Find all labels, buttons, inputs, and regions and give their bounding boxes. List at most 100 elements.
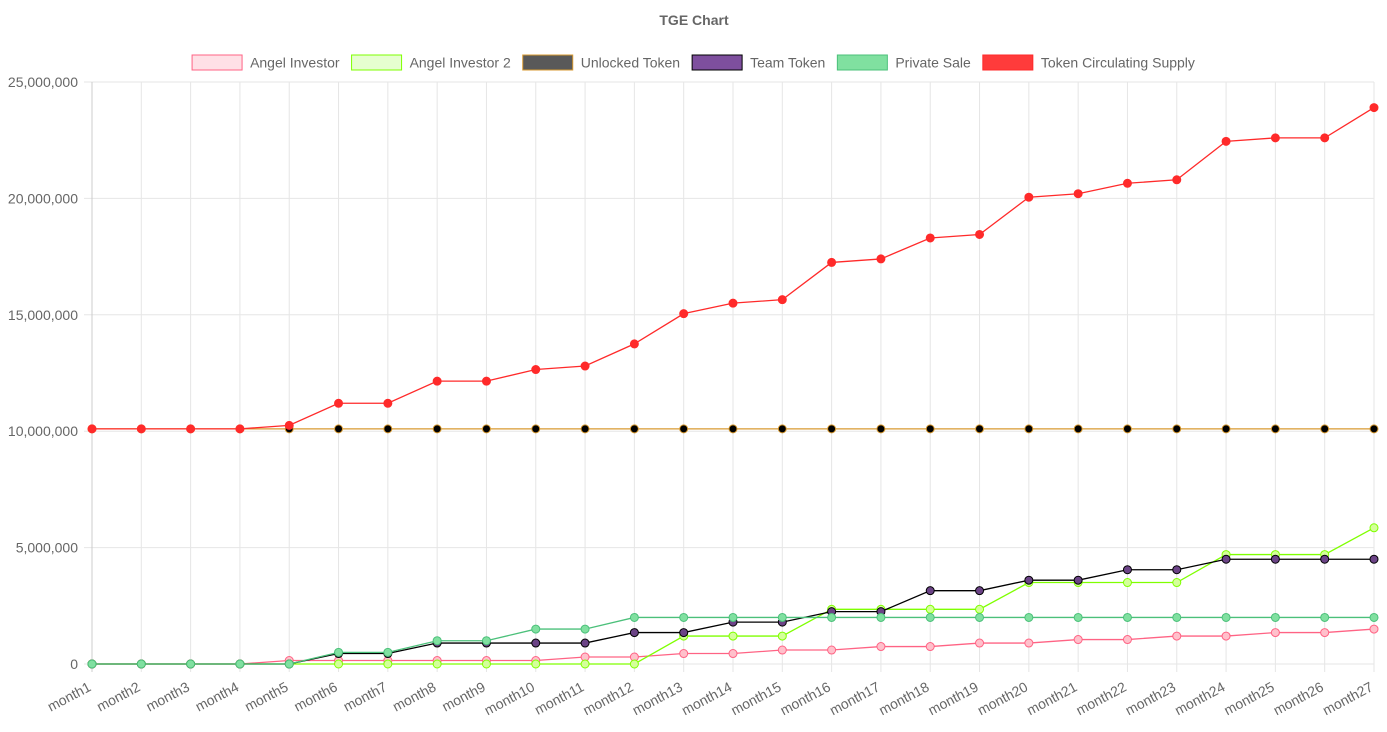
data-point[interactable]: [629, 339, 639, 349]
data-point[interactable]: [383, 424, 393, 434]
data-point[interactable]: [1320, 554, 1330, 564]
data-point[interactable]: [284, 659, 294, 669]
data-point[interactable]: [975, 424, 985, 434]
legend-item[interactable]: Token Circulating Supply: [982, 54, 1195, 71]
data-point[interactable]: [1221, 612, 1231, 622]
legend-item[interactable]: Unlocked Token: [522, 54, 680, 71]
data-point[interactable]: [334, 659, 344, 669]
data-point[interactable]: [1320, 133, 1330, 143]
data-point[interactable]: [531, 659, 541, 669]
data-point[interactable]: [334, 647, 344, 657]
data-point[interactable]: [284, 420, 294, 430]
data-point[interactable]: [580, 361, 590, 371]
data-point[interactable]: [925, 604, 935, 614]
data-point[interactable]: [1320, 628, 1330, 638]
data-point[interactable]: [1172, 175, 1182, 185]
data-point[interactable]: [1172, 565, 1182, 575]
data-point[interactable]: [629, 628, 639, 638]
data-point[interactable]: [629, 424, 639, 434]
data-point[interactable]: [629, 659, 639, 669]
data-point[interactable]: [1024, 575, 1034, 585]
data-point[interactable]: [1270, 424, 1280, 434]
data-point[interactable]: [334, 398, 344, 408]
data-point[interactable]: [481, 376, 491, 386]
data-point[interactable]: [1073, 189, 1083, 199]
data-point[interactable]: [580, 638, 590, 648]
data-point[interactable]: [876, 612, 886, 622]
data-point[interactable]: [1073, 612, 1083, 622]
data-point[interactable]: [432, 376, 442, 386]
data-point[interactable]: [1270, 133, 1280, 143]
data-point[interactable]: [876, 424, 886, 434]
data-point[interactable]: [679, 309, 689, 319]
data-point[interactable]: [580, 659, 590, 669]
data-point[interactable]: [1172, 631, 1182, 641]
legend-item[interactable]: Private Sale: [836, 54, 971, 71]
data-point[interactable]: [531, 365, 541, 375]
data-point[interactable]: [1320, 424, 1330, 434]
data-point[interactable]: [1369, 612, 1379, 622]
data-point[interactable]: [432, 636, 442, 646]
data-point[interactable]: [1122, 424, 1132, 434]
data-point[interactable]: [1122, 635, 1132, 645]
data-point[interactable]: [334, 424, 344, 434]
data-point[interactable]: [1221, 136, 1231, 146]
data-point[interactable]: [925, 586, 935, 596]
data-point[interactable]: [1024, 612, 1034, 622]
data-point[interactable]: [87, 659, 97, 669]
data-point[interactable]: [1122, 565, 1132, 575]
data-point[interactable]: [87, 424, 97, 434]
data-point[interactable]: [1320, 612, 1330, 622]
data-point[interactable]: [531, 638, 541, 648]
data-point[interactable]: [1369, 554, 1379, 564]
data-point[interactable]: [1073, 575, 1083, 585]
data-point[interactable]: [1122, 178, 1132, 188]
data-point[interactable]: [1369, 523, 1379, 533]
data-point[interactable]: [1122, 612, 1132, 622]
legend-item[interactable]: Angel Investor 2: [351, 54, 511, 71]
data-point[interactable]: [975, 638, 985, 648]
data-point[interactable]: [777, 612, 787, 622]
data-point[interactable]: [777, 645, 787, 655]
data-point[interactable]: [1172, 612, 1182, 622]
data-point[interactable]: [383, 659, 393, 669]
data-point[interactable]: [1369, 624, 1379, 634]
legend-item[interactable]: Team Token: [691, 54, 825, 71]
data-point[interactable]: [728, 631, 738, 641]
data-point[interactable]: [1024, 192, 1034, 202]
data-point[interactable]: [1172, 424, 1182, 434]
data-point[interactable]: [876, 254, 886, 264]
data-point[interactable]: [925, 642, 935, 652]
data-point[interactable]: [1270, 612, 1280, 622]
data-point[interactable]: [728, 649, 738, 659]
data-point[interactable]: [925, 233, 935, 243]
data-point[interactable]: [679, 612, 689, 622]
data-point[interactable]: [1073, 635, 1083, 645]
data-point[interactable]: [1270, 554, 1280, 564]
data-point[interactable]: [1024, 424, 1034, 434]
data-point[interactable]: [827, 257, 837, 267]
data-point[interactable]: [1270, 628, 1280, 638]
data-point[interactable]: [1073, 424, 1083, 434]
data-point[interactable]: [1122, 578, 1132, 588]
data-point[interactable]: [629, 612, 639, 622]
data-point[interactable]: [925, 612, 935, 622]
data-point[interactable]: [186, 424, 196, 434]
data-point[interactable]: [975, 586, 985, 596]
data-point[interactable]: [531, 424, 541, 434]
data-point[interactable]: [975, 604, 985, 614]
data-point[interactable]: [679, 424, 689, 434]
data-point[interactable]: [728, 424, 738, 434]
data-point[interactable]: [827, 424, 837, 434]
data-point[interactable]: [777, 424, 787, 434]
data-point[interactable]: [1024, 638, 1034, 648]
data-point[interactable]: [777, 295, 787, 305]
data-point[interactable]: [876, 642, 886, 652]
data-point[interactable]: [481, 424, 491, 434]
data-point[interactable]: [728, 298, 738, 308]
data-point[interactable]: [481, 659, 491, 669]
data-point[interactable]: [728, 612, 738, 622]
data-point[interactable]: [827, 645, 837, 655]
data-point[interactable]: [1172, 578, 1182, 588]
data-point[interactable]: [136, 424, 146, 434]
